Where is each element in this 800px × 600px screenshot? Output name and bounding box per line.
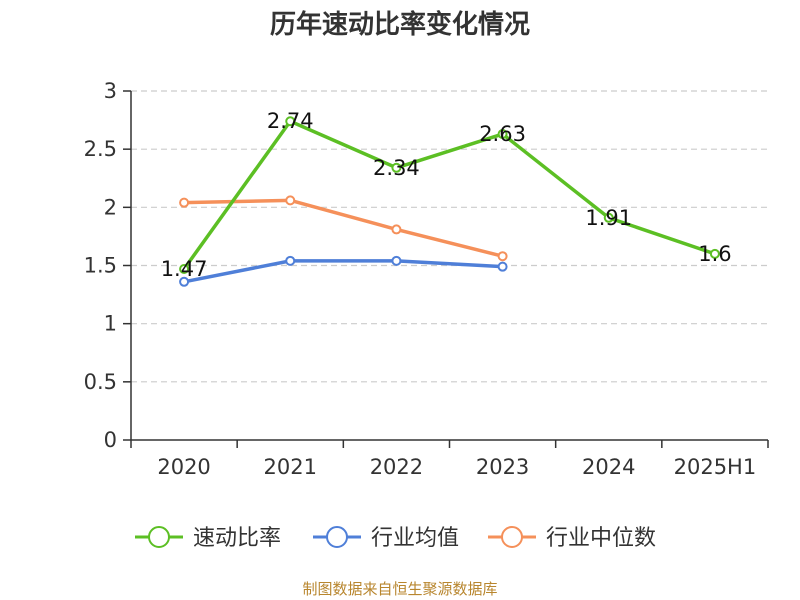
y-tick-label: 0 (104, 428, 117, 452)
data-point (179, 263, 190, 274)
series-points (179, 116, 720, 287)
data-label: 1.6 (698, 242, 731, 266)
x-tick-label: 2021 (264, 455, 317, 479)
data-point (285, 116, 296, 127)
legend-swatch-marker (148, 526, 170, 548)
data-point (497, 129, 508, 140)
series-line (184, 198, 504, 258)
data-point (285, 195, 296, 206)
legend: 速动比率 行业均值 行业中位数 (135, 526, 656, 551)
x-tick-label: 2024 (582, 455, 635, 479)
y-tick-label: 0.5 (84, 370, 117, 394)
data-point (497, 261, 508, 272)
y-tick-label: 1.5 (84, 254, 117, 278)
data-point (179, 276, 190, 287)
legend-swatch-marker (501, 526, 523, 548)
gridlines (131, 90, 768, 383)
data-point (709, 248, 720, 259)
legend-swatch-marker (326, 526, 348, 548)
chart-title: 历年速动比率变化情况 (270, 9, 530, 40)
y-tick-label: 2 (104, 195, 117, 219)
x-tick-label: 2022 (370, 455, 423, 479)
y-tick-label: 2.5 (84, 137, 117, 161)
legend-label: 行业中位数 (546, 526, 656, 551)
data-point (497, 251, 508, 262)
data-point (391, 255, 402, 266)
x-tick-label: 2020 (157, 455, 210, 479)
legend-label: 速动比率 (193, 526, 281, 551)
x-tick-labels: 2020 2021 2022 2023 2024 2025H1 (157, 455, 756, 479)
x-tick-label: 2023 (476, 455, 529, 479)
series-line (182, 119, 716, 271)
data-label: 2.74 (267, 109, 314, 133)
data-label: 2.63 (479, 122, 526, 146)
data-label: 2.34 (373, 156, 420, 180)
y-tick-label: 1 (104, 312, 117, 336)
data-label: 1.91 (585, 206, 632, 230)
data-point (391, 162, 402, 173)
legend-label: 行业均值 (371, 526, 459, 551)
y-tick-labels: 0 0.5 1 1.5 2 2.5 3 (84, 79, 117, 452)
series-lines (182, 119, 716, 284)
data-label: 1.47 (161, 257, 208, 281)
data-labels: 1.47 2.74 2.34 2.63 1.91 1.6 (161, 109, 732, 281)
data-point (285, 255, 296, 266)
data-point (391, 224, 402, 235)
axes (123, 90, 769, 448)
data-point (179, 197, 190, 208)
x-tick-label: 2025H1 (674, 455, 757, 479)
data-point (603, 212, 614, 223)
series-line (183, 259, 503, 284)
y-tick-label: 3 (104, 79, 117, 103)
source-note: 制图数据来自恒生聚源数据库 (302, 580, 497, 598)
